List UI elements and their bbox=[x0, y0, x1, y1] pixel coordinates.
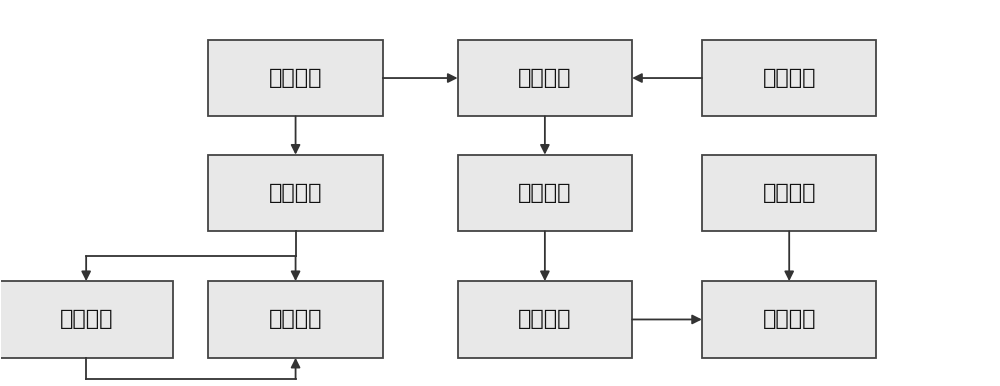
Text: 分析组图: 分析组图 bbox=[59, 310, 113, 330]
Text: 键盘输入: 键盘输入 bbox=[762, 183, 816, 203]
Text: 光标测量: 光标测量 bbox=[518, 183, 572, 203]
FancyBboxPatch shape bbox=[458, 281, 632, 358]
FancyBboxPatch shape bbox=[458, 40, 632, 116]
Text: 激光采样: 激光采样 bbox=[269, 183, 322, 203]
FancyBboxPatch shape bbox=[702, 40, 876, 116]
FancyBboxPatch shape bbox=[458, 155, 632, 231]
FancyBboxPatch shape bbox=[208, 40, 383, 116]
Text: 标本制作: 标本制作 bbox=[269, 68, 322, 88]
Text: 对比分析: 对比分析 bbox=[518, 68, 572, 88]
Text: 分类存储: 分类存储 bbox=[269, 310, 322, 330]
FancyBboxPatch shape bbox=[702, 155, 876, 231]
FancyBboxPatch shape bbox=[0, 281, 173, 358]
Text: 定性分析: 定性分析 bbox=[518, 310, 572, 330]
Text: 激光打印: 激光打印 bbox=[762, 310, 816, 330]
FancyBboxPatch shape bbox=[702, 281, 876, 358]
Text: 经验数据: 经验数据 bbox=[762, 68, 816, 88]
FancyBboxPatch shape bbox=[208, 155, 383, 231]
FancyBboxPatch shape bbox=[208, 281, 383, 358]
